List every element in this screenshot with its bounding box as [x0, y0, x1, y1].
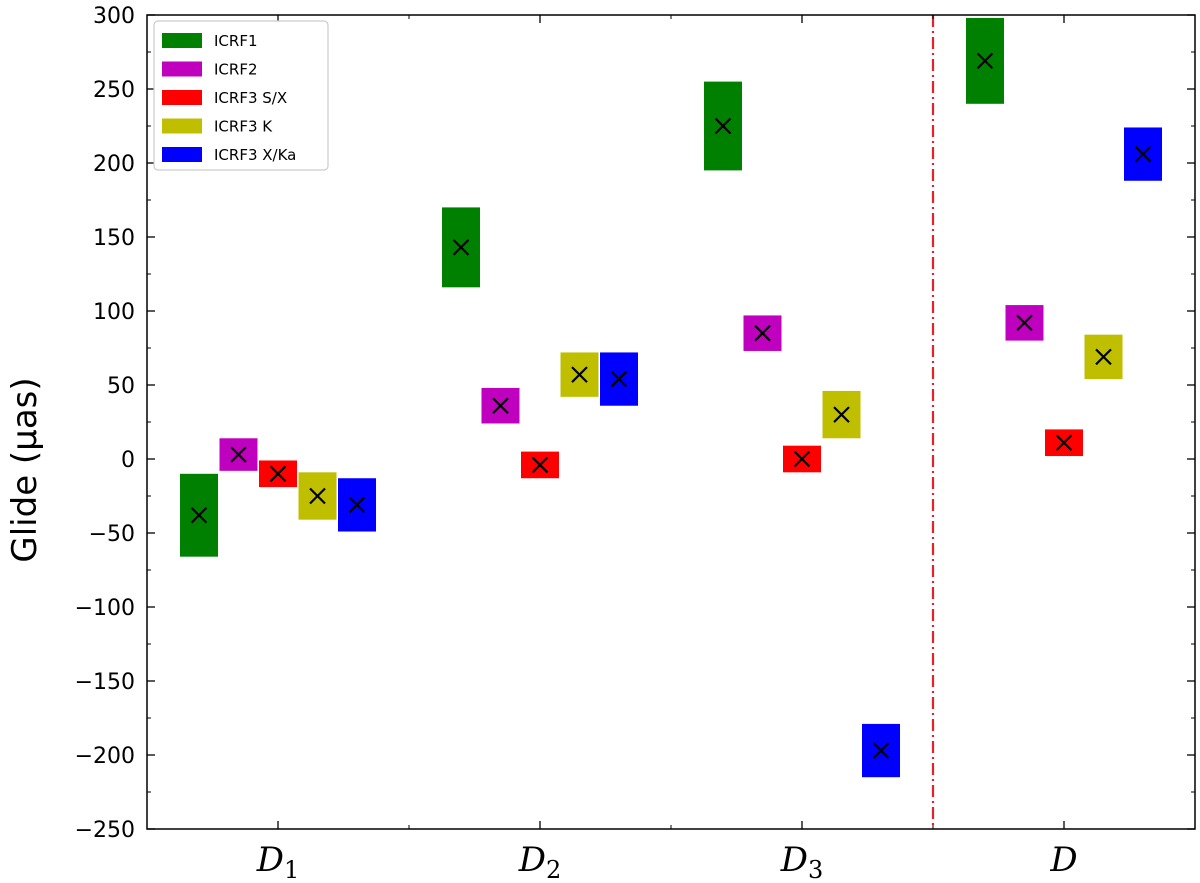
data-point-marker: [348, 496, 366, 514]
y-tick-label: 250: [93, 78, 135, 103]
series-icrf3-x-ka: [338, 127, 1162, 778]
legend-swatch: [162, 147, 202, 162]
y-tick-label: −150: [75, 670, 135, 695]
y-axis-label: Glide (μas): [5, 377, 45, 562]
data-point-marker: [754, 324, 771, 342]
series-icrf1: [180, 17, 1004, 557]
x-tick-label: D2: [518, 840, 562, 883]
legend-label: ICRF2: [214, 61, 258, 79]
data-point-marker: [714, 117, 732, 135]
legend: ICRF1 ICRF2 ICRF3 S/X ICRF3 K ICRF3 X/Ka: [153, 20, 329, 171]
data-point-marker: [1095, 348, 1112, 366]
series-icrf3-s-x: [259, 429, 1083, 488]
y-tick-label: 200: [93, 152, 135, 177]
data-point-marker: [1016, 314, 1033, 332]
data-point-marker: [309, 487, 326, 505]
data-point-marker: [833, 406, 850, 423]
x-tick-label: D3: [780, 840, 824, 883]
y-tick-label: 0: [121, 448, 135, 473]
legend-swatch: [162, 61, 202, 77]
legend-swatch: [162, 90, 202, 105]
data-point-marker: [230, 446, 247, 463]
x-axis: D1 D2 D3 D: [256, 15, 1078, 883]
data-point-marker: [452, 239, 470, 256]
y-tick-label: 100: [93, 300, 135, 325]
x-tick-label: D1: [256, 840, 300, 883]
data-point-marker: [269, 465, 287, 483]
x-tick-label: D: [1049, 840, 1077, 880]
data-point-marker: [1055, 434, 1073, 451]
legend-swatch: [162, 33, 202, 48]
data-point-marker: [610, 370, 628, 388]
data-point-marker: [571, 366, 588, 383]
legend-label: ICRF3 S/X: [214, 89, 287, 107]
data-point-marker: [793, 450, 811, 468]
series-icrf3-k: [298, 334, 1123, 520]
data-point-marker: [531, 456, 549, 474]
data-point-marker: [190, 506, 208, 524]
y-tick-label: −200: [75, 744, 135, 769]
data-point-marker: [492, 397, 509, 414]
series-icrf2: [219, 305, 1044, 471]
y-tick-label: −100: [75, 596, 135, 621]
y-tick-label: −50: [89, 522, 135, 547]
plot-area: [146, 14, 1196, 830]
y-axis: −250 −200 −150 −100 −50 0 50 100 150 200 250 300: [75, 4, 1195, 843]
data-point-marker: [976, 52, 994, 70]
legend-label: ICRF3 K: [214, 118, 273, 136]
y-tick-label: −250: [75, 818, 135, 843]
y-tick-label: 300: [93, 4, 135, 29]
y-tick-label: 150: [93, 226, 135, 251]
y-tick-label: 50: [107, 374, 135, 399]
data-point-marker: [1134, 145, 1152, 163]
legend-swatch: [162, 118, 202, 134]
legend-label: ICRF3 X/Ka: [214, 146, 296, 164]
legend-label: ICRF1: [214, 32, 258, 50]
data-point-marker: [872, 742, 890, 759]
